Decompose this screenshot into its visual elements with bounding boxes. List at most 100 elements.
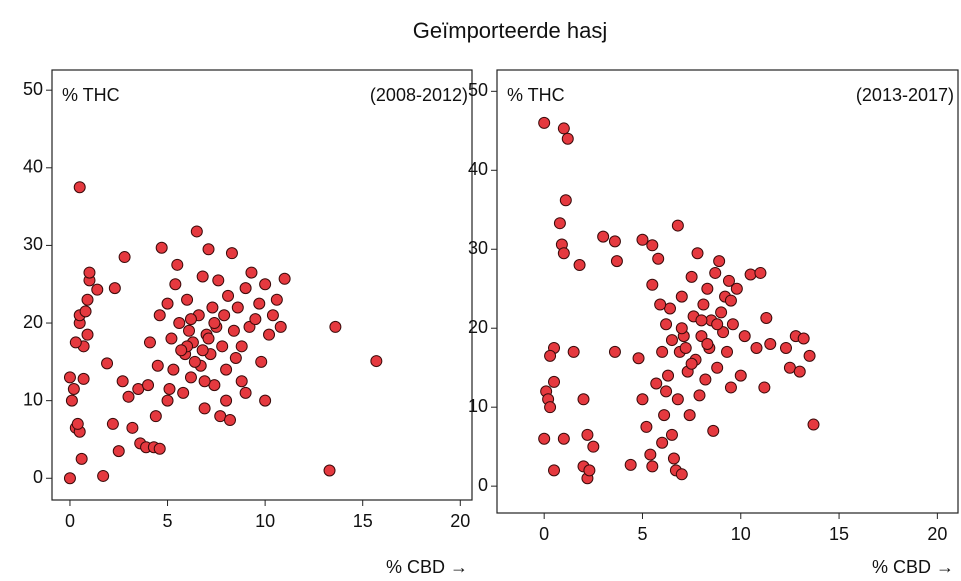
point <box>644 448 657 461</box>
point <box>713 255 726 268</box>
point <box>196 344 209 357</box>
point <box>640 420 653 433</box>
y-tick-label: 50 <box>468 80 488 100</box>
point <box>652 252 665 265</box>
y-tick-label: 20 <box>23 312 43 332</box>
point <box>548 375 561 388</box>
point <box>707 424 720 437</box>
point <box>587 440 600 453</box>
point <box>567 345 580 358</box>
point <box>229 351 242 364</box>
point <box>71 417 84 430</box>
point <box>538 432 551 445</box>
point <box>169 278 182 291</box>
point <box>77 372 90 385</box>
point <box>73 181 86 194</box>
point <box>81 328 94 341</box>
point <box>758 381 771 394</box>
x-tick-label: 10 <box>731 524 751 544</box>
point <box>270 293 283 306</box>
point <box>717 326 730 339</box>
point <box>697 298 710 311</box>
x-axis-label: % CBD → <box>386 557 468 577</box>
point <box>544 349 557 362</box>
point <box>118 251 131 264</box>
point <box>660 385 673 398</box>
y-tick-label: 0 <box>33 467 43 487</box>
point <box>323 464 336 477</box>
point <box>81 293 94 306</box>
x-tick-label: 5 <box>637 524 647 544</box>
point <box>636 233 649 246</box>
point <box>675 322 688 335</box>
plot-frame <box>496 69 959 514</box>
point <box>561 132 574 145</box>
point <box>155 241 168 254</box>
point <box>624 458 637 471</box>
y-tick-label: 50 <box>23 79 43 99</box>
point <box>188 355 201 368</box>
point <box>161 297 174 310</box>
point <box>220 363 233 376</box>
point <box>79 305 92 318</box>
point <box>223 414 236 427</box>
point <box>779 341 792 354</box>
point <box>548 464 561 477</box>
point <box>665 428 678 441</box>
point <box>650 377 663 390</box>
point <box>557 122 570 135</box>
point <box>165 332 178 345</box>
point <box>608 235 621 248</box>
point <box>711 361 724 374</box>
point <box>646 278 659 291</box>
point <box>722 274 735 287</box>
point <box>654 298 667 311</box>
point <box>667 452 680 465</box>
point <box>662 369 675 382</box>
point <box>793 365 806 378</box>
point <box>167 363 180 376</box>
point <box>122 390 135 403</box>
point <box>370 355 383 368</box>
point <box>671 219 684 232</box>
point <box>63 472 76 485</box>
point <box>97 469 110 482</box>
point <box>266 309 279 322</box>
point <box>202 243 215 256</box>
point <box>679 341 692 354</box>
point <box>646 460 659 473</box>
point <box>685 357 698 370</box>
point <box>259 394 272 407</box>
point <box>559 194 572 207</box>
point <box>175 344 188 357</box>
point <box>695 330 708 343</box>
point <box>91 283 104 296</box>
y-tick-label: 30 <box>468 238 488 258</box>
point <box>249 313 262 326</box>
y-tick-label: 30 <box>23 234 43 254</box>
point <box>711 318 724 331</box>
x-tick-label: 0 <box>65 511 75 531</box>
point <box>235 340 248 353</box>
x-tick-label: 15 <box>829 524 849 544</box>
point <box>235 375 248 388</box>
point <box>797 332 810 345</box>
point <box>75 452 88 465</box>
point <box>807 418 820 431</box>
point <box>153 309 166 322</box>
x-tick-label: 20 <box>927 524 947 544</box>
point <box>656 436 669 449</box>
point <box>724 381 737 394</box>
point <box>83 266 96 279</box>
point <box>126 421 139 434</box>
point <box>263 328 276 341</box>
point <box>701 338 714 351</box>
point <box>108 282 121 295</box>
point <box>721 345 734 358</box>
point <box>206 301 219 314</box>
x-tick-label: 5 <box>163 511 173 531</box>
x-axis-label: % CBD → <box>872 557 954 577</box>
y-tick-label: 20 <box>468 317 488 337</box>
point <box>557 432 570 445</box>
